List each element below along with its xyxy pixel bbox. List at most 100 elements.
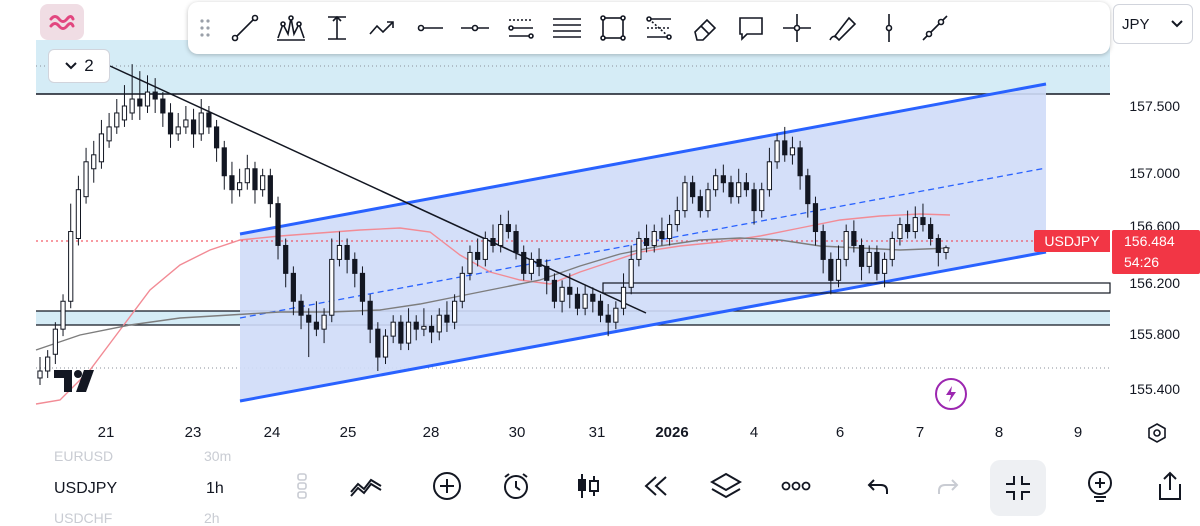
- candle-body: [521, 251, 527, 274]
- candle-body: [536, 258, 542, 267]
- candle-body: [728, 182, 734, 198]
- collapse-count: 2: [84, 56, 94, 75]
- candle-body: [398, 321, 404, 344]
- candle-body: [567, 286, 573, 295]
- drag-handle-icon[interactable]: [188, 2, 222, 54]
- candle-body: [582, 293, 588, 309]
- candle-body: [75, 189, 82, 239]
- candles-button[interactable]: [568, 466, 608, 506]
- replay-button[interactable]: [636, 466, 676, 506]
- watchlist-next-timeframe[interactable]: 2h: [204, 510, 220, 526]
- candle-body: [843, 231, 849, 260]
- undo-icon: [867, 479, 888, 494]
- price-chart[interactable]: [0, 0, 1200, 446]
- watchlist-prev-timeframe[interactable]: 30m: [204, 448, 232, 464]
- horizontal-line-tool[interactable]: [452, 2, 498, 54]
- channel-mid-line[interactable]: [239, 167, 1047, 319]
- trend-line-tool[interactable]: [222, 2, 268, 54]
- candle-body: [904, 224, 911, 233]
- candle-body: [613, 307, 619, 323]
- candle-body: [436, 314, 442, 333]
- undo-button[interactable]: [858, 466, 898, 506]
- horizontal-ray-tool[interactable]: [406, 2, 452, 54]
- candle-body: [751, 189, 757, 212]
- fib-retracement-tool[interactable]: [544, 2, 590, 54]
- candle-body: [805, 175, 811, 205]
- candle-body: [37, 370, 43, 379]
- candle-body: [114, 112, 120, 128]
- candle-body: [252, 168, 258, 191]
- brush-tool[interactable]: [820, 2, 866, 54]
- candle-body: [759, 189, 765, 212]
- drawing-toolbar: [188, 2, 1110, 54]
- vertical-line-tool[interactable]: [866, 2, 912, 54]
- trade-button[interactable]: [1080, 466, 1120, 506]
- layers-button[interactable]: [706, 466, 746, 506]
- candle-body: [782, 140, 788, 156]
- downtrend-line[interactable]: [109, 65, 647, 314]
- crosshair-icon: [783, 14, 811, 42]
- app-logo[interactable]: [40, 4, 84, 40]
- pattern-icon: [277, 15, 305, 41]
- watchlist-next-symbol[interactable]: USDCHF: [54, 510, 113, 526]
- candle-body: [475, 251, 481, 260]
- candle-body: [198, 112, 204, 135]
- redo-button[interactable]: [928, 466, 968, 506]
- tradingview-logo[interactable]: [54, 370, 100, 392]
- candle-body: [835, 258, 842, 281]
- callout-icon: [739, 17, 763, 41]
- candle-body: [375, 328, 381, 358]
- candle-body: [505, 224, 511, 233]
- candle-body: [152, 91, 158, 100]
- scroll-handle[interactable]: [282, 466, 322, 506]
- watchlist-current-symbol[interactable]: USDJPY: [54, 480, 118, 497]
- candle-body: [290, 272, 296, 302]
- candle-body: [306, 314, 312, 323]
- chevron-down-icon: [65, 62, 77, 70]
- current-price-tag: 156.484 54:26: [1112, 230, 1200, 274]
- chart-settings-button[interactable]: [1144, 420, 1170, 446]
- watchlist-prev-symbol[interactable]: EURUSD: [54, 448, 114, 464]
- candle-body: [597, 300, 604, 316]
- anchored-vwap-tool[interactable]: [314, 2, 360, 54]
- arrow-tool[interactable]: [360, 2, 406, 54]
- candle-body: [851, 231, 857, 246]
- eraser-tool[interactable]: [682, 2, 728, 54]
- chart-type-button[interactable]: [346, 466, 386, 506]
- text-callout-tool[interactable]: [728, 2, 774, 54]
- moving-average-red: [35, 213, 951, 405]
- fullscreen-button[interactable]: [990, 460, 1046, 516]
- candle-body: [190, 119, 197, 135]
- pattern-tool[interactable]: [268, 2, 314, 54]
- share-button[interactable]: [1150, 466, 1190, 506]
- collapse-indicators-button[interactable]: 2: [48, 49, 110, 83]
- rectangle-tool[interactable]: [590, 2, 636, 54]
- more-button[interactable]: [776, 466, 816, 506]
- candle-body: [874, 251, 880, 274]
- candle-body: [812, 203, 819, 233]
- watchlist-current-timeframe[interactable]: 1h: [206, 480, 224, 497]
- crosshair-tool[interactable]: [774, 2, 820, 54]
- candle-body: [121, 105, 128, 121]
- parallel-channel-tool[interactable]: [498, 2, 544, 54]
- alert-button[interactable]: [496, 466, 536, 506]
- candle-body: [359, 272, 366, 302]
- pitchfork-icon: [922, 15, 948, 41]
- candle-body: [413, 321, 419, 330]
- candle-body: [206, 112, 212, 128]
- pitchfork-tool[interactable]: [912, 2, 958, 54]
- parallel-channel-icon: [508, 19, 534, 39]
- quick-trade-button[interactable]: [935, 378, 967, 410]
- channel-upper-line[interactable]: [239, 82, 1047, 236]
- date-tick-label: 2026: [655, 424, 689, 441]
- channel-lower-line[interactable]: [239, 250, 1047, 403]
- candle-body: [628, 258, 634, 288]
- candle-body: [498, 224, 504, 246]
- fib-extension-tool[interactable]: [636, 2, 682, 54]
- candle-body: [167, 112, 174, 135]
- redo-icon: [938, 479, 959, 494]
- add-indicator-button[interactable]: [427, 466, 467, 506]
- candle-body: [83, 161, 89, 198]
- currency-selector[interactable]: JPY: [1113, 4, 1193, 44]
- collapse-arrows-icon: [1006, 476, 1030, 500]
